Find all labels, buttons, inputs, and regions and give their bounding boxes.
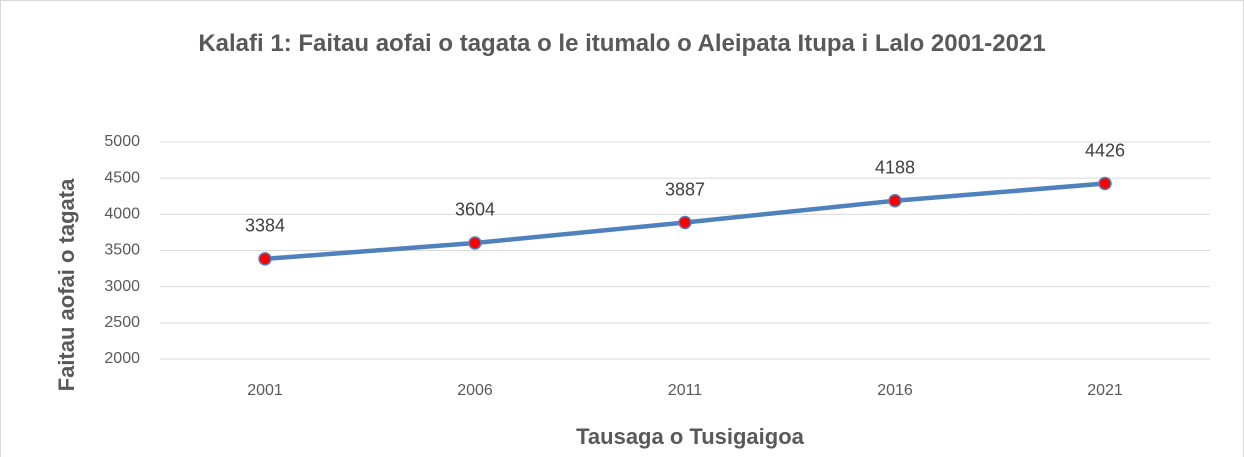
data-label: 3887 xyxy=(665,179,705,199)
x-tick-label: 2016 xyxy=(877,382,913,399)
chart-title: Kalafi 1: Faitau aofai o tagata o le itu… xyxy=(198,30,1046,57)
x-axis-label: Tausaga o Tusigaigoa xyxy=(576,424,805,449)
data-point xyxy=(888,193,902,208)
data-label: 3384 xyxy=(245,216,285,236)
data-label: 4426 xyxy=(1085,140,1125,160)
x-tick-label: 2021 xyxy=(1087,382,1123,399)
data-label: 4188 xyxy=(875,157,915,177)
y-tick-label: 2000 xyxy=(104,350,140,367)
data-point xyxy=(1098,176,1112,191)
y-tick-label: 3000 xyxy=(104,278,140,295)
x-tick-label: 2001 xyxy=(247,382,283,399)
y-tick-label: 3500 xyxy=(104,242,140,259)
data-point xyxy=(258,252,272,266)
y-tick-label: 4000 xyxy=(104,206,140,223)
y-axis-label: Faitau aofai o tagata xyxy=(54,178,79,391)
data-point xyxy=(678,215,692,230)
y-tick-label: 2500 xyxy=(104,314,140,331)
data-label: 3604 xyxy=(455,200,495,220)
x-tick-label: 2011 xyxy=(668,382,703,399)
y-tick-label: 4500 xyxy=(104,169,140,186)
data-point xyxy=(468,236,482,250)
y-tick-label: 5000 xyxy=(104,133,140,150)
x-tick-label: 2006 xyxy=(457,382,493,399)
